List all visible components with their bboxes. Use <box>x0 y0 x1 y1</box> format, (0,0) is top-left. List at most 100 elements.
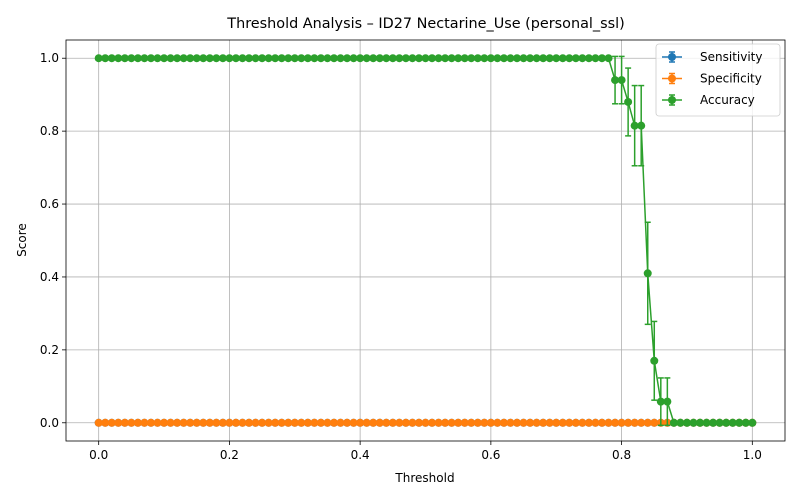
specificity-point <box>336 418 345 427</box>
accuracy-point <box>153 54 162 63</box>
accuracy-point <box>611 76 620 85</box>
accuracy-point <box>447 54 456 63</box>
accuracy-point <box>146 54 155 63</box>
accuracy-point <box>218 54 227 63</box>
specificity-point <box>584 418 593 427</box>
accuracy-point <box>401 54 410 63</box>
x-tick-label: 0.4 <box>351 448 370 462</box>
specificity-point <box>94 418 103 427</box>
accuracy-point <box>480 54 489 63</box>
accuracy-point <box>94 54 103 63</box>
specificity-point <box>395 418 404 427</box>
specificity-point <box>408 418 417 427</box>
accuracy-point <box>741 418 750 427</box>
series-specificity <box>94 418 757 427</box>
specificity-point <box>264 418 273 427</box>
specificity-point <box>611 418 620 427</box>
specificity-point <box>428 418 437 427</box>
specificity-point <box>251 418 260 427</box>
accuracy-point <box>343 54 352 63</box>
specificity-point <box>493 418 502 427</box>
specificity-point <box>604 418 613 427</box>
legend-marker-accuracy <box>668 96 676 104</box>
specificity-point <box>205 418 214 427</box>
accuracy-point <box>617 76 626 85</box>
specificity-point <box>558 418 567 427</box>
y-tick-label: 1.0 <box>40 51 59 65</box>
specificity-point <box>624 418 633 427</box>
specificity-point <box>539 418 548 427</box>
accuracy-point <box>133 54 142 63</box>
plot-frame <box>65 39 786 442</box>
x-tick-label: 0.0 <box>89 448 108 462</box>
y-axis-label: Score <box>15 223 29 257</box>
accuracy-point <box>434 54 443 63</box>
specificity-point <box>571 418 580 427</box>
legend-box <box>655 43 781 117</box>
accuracy-point <box>277 54 286 63</box>
accuracy-point <box>258 54 267 63</box>
specificity-point <box>310 418 319 427</box>
specificity-point <box>637 418 646 427</box>
specificity-point <box>192 418 201 427</box>
accuracy-point <box>669 418 678 427</box>
x-tick-label: 0.2 <box>220 448 239 462</box>
specificity-point <box>480 418 489 427</box>
accuracy-point <box>356 54 365 63</box>
specificity-point <box>369 418 378 427</box>
specificity-point <box>434 418 443 427</box>
accuracy-point <box>382 54 391 63</box>
accuracy-point <box>323 54 332 63</box>
accuracy-point <box>709 418 718 427</box>
specificity-point <box>499 418 508 427</box>
specificity-point <box>153 418 162 427</box>
legend-item-accuracy: Accuracy <box>662 93 755 107</box>
specificity-point <box>120 418 129 427</box>
accuracy-point <box>499 54 508 63</box>
specificity-point <box>532 418 541 427</box>
accuracy-point <box>192 54 201 63</box>
accuracy-point <box>336 54 345 63</box>
accuracy-point <box>676 418 685 427</box>
specificity-point <box>277 418 286 427</box>
y-tick-label: 0.6 <box>40 197 59 211</box>
accuracy-point <box>271 54 280 63</box>
specificity-point <box>414 418 423 427</box>
legend-item-sensitivity: Sensitivity <box>662 50 762 64</box>
accuracy-point <box>578 54 587 63</box>
legend-label-sensitivity: Sensitivity <box>700 50 762 64</box>
legend-label-accuracy: Accuracy <box>700 93 755 107</box>
accuracy-point <box>205 54 214 63</box>
specificity-point <box>375 418 384 427</box>
x-tick-label: 1.0 <box>743 448 762 462</box>
legend-marker-specificity <box>668 74 676 83</box>
specificity-point <box>552 418 561 427</box>
series-layer <box>94 54 757 427</box>
specificity-point <box>297 418 306 427</box>
chart-title: Threshold Analysis – ID27 Nectarine_Use … <box>226 16 624 32</box>
specificity-point <box>460 418 469 427</box>
specificity-point <box>382 418 391 427</box>
specificity-point <box>140 418 149 427</box>
axis-ticks: 0.0 0.2 0.4 0.6 0.8 1.0 0.0 0.2 0.4 0.6 0.8 1.0 <box>40 51 762 462</box>
accuracy-point <box>388 54 397 63</box>
specificity-point <box>441 418 450 427</box>
specificity-point <box>173 418 182 427</box>
accuracy-point <box>421 54 430 63</box>
specificity-point <box>343 418 352 427</box>
specificity-point <box>231 418 240 427</box>
accuracy-point <box>316 54 325 63</box>
specificity-point <box>401 418 410 427</box>
accuracy-point <box>107 54 116 63</box>
accuracy-point <box>584 54 593 63</box>
accuracy-point <box>114 54 123 63</box>
accuracy-point <box>486 54 495 63</box>
specificity-point <box>133 418 142 427</box>
specificity-point <box>258 418 267 427</box>
legend-marker-sensitivity <box>668 53 676 61</box>
accuracy-point <box>689 418 698 427</box>
accuracy-point <box>284 54 293 63</box>
accuracy-point <box>362 54 371 63</box>
accuracy-point <box>473 54 482 63</box>
